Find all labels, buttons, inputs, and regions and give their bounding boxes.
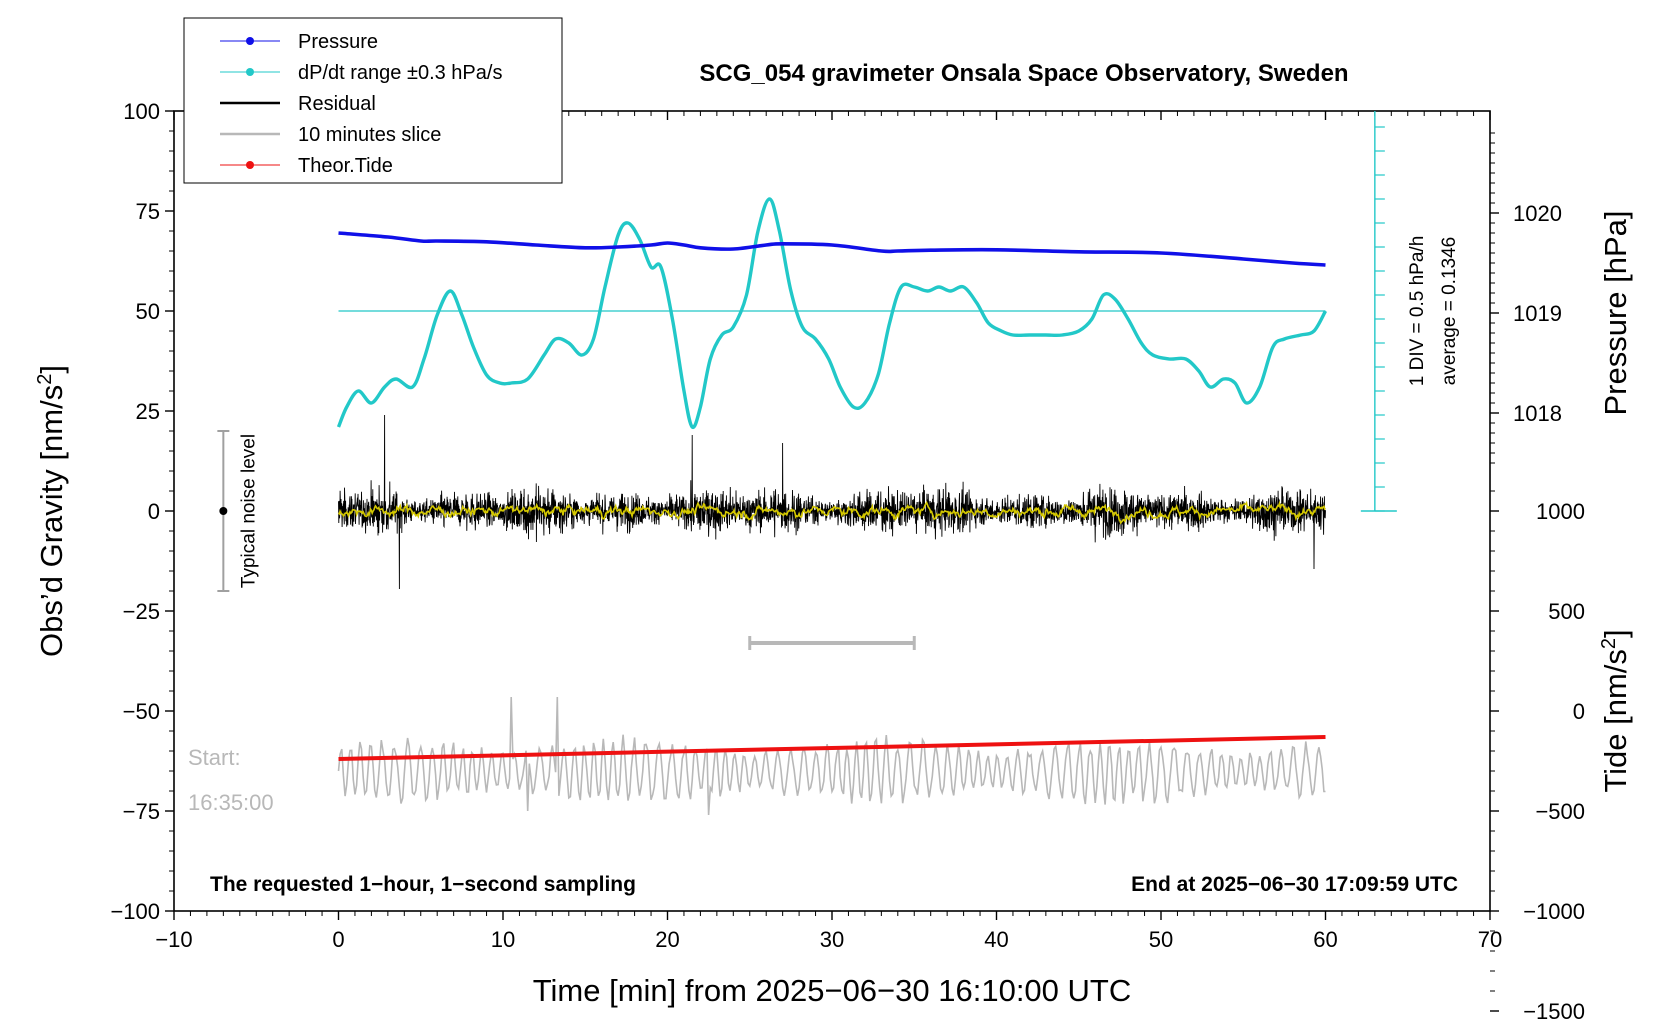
x-tick-label: 20 (655, 927, 679, 952)
legend-box (183, 17, 563, 184)
start-label-line2: 16:35:00 (188, 790, 274, 815)
y-tick-label: −100 (110, 899, 160, 924)
y-tick-label: 75 (136, 199, 160, 224)
tide-tick-label: 500 (1548, 599, 1585, 624)
series-10-minutes-slice (337, 696, 1326, 816)
footer-left-text: The requested 1−hour, 1−second sampling (210, 873, 636, 896)
tide-axis-title: Tide [nm/s2] (1598, 629, 1633, 792)
legend-swatch-marker (246, 37, 254, 45)
tide-tick-label: −1000 (1523, 899, 1585, 924)
y-tick-label: 50 (136, 299, 160, 324)
y-tick-label: −75 (123, 799, 160, 824)
x-tick-label: 40 (984, 927, 1008, 952)
series-theor-tide (338, 735, 1326, 761)
tide-axis-title-end: ] (1598, 629, 1633, 638)
x-tick-label: 60 (1313, 927, 1337, 952)
noise-bar-label: Typical noise level (238, 434, 259, 588)
pressure-tick-label: 1020 (1513, 201, 1562, 226)
x-tick-label: 50 (1149, 927, 1173, 952)
tide-tick-label: 0 (1573, 699, 1585, 724)
x-tick-label: −10 (155, 927, 192, 952)
tide-tick-label: −500 (1535, 799, 1585, 824)
y-tick-label: 25 (136, 399, 160, 424)
y-tick-label: 100 (123, 99, 160, 124)
x-axis-title: Time [min] from 2025−06−30 16:10:00 UTC (533, 973, 1132, 1008)
footer-right-text: End at 2025−06−30 17:09:59 UTC (1131, 873, 1458, 896)
legend-swatch-marker (246, 161, 254, 169)
legend-entry-label: dP/dt range ±0.3 hPa/s (298, 62, 502, 84)
y-tick-label: −50 (123, 699, 160, 724)
legend-entry-label: Pressure (298, 31, 378, 53)
y-axis-title-main: Obs’d Gravity [nm/s (34, 385, 69, 657)
legend-entry-label: 10 minutes slice (298, 124, 441, 146)
pressure-tick-label: 1018 (1513, 401, 1562, 426)
tide-axis-title-sup: 2 (1598, 638, 1620, 649)
chart-title: SCG_054 gravimeter Onsala Space Observat… (699, 60, 1348, 87)
noise-bar-center-dot (219, 507, 228, 515)
x-tick-label: 10 (491, 927, 515, 952)
series-residual (338, 414, 1326, 590)
start-label-line1: Start: (188, 745, 241, 770)
series-layer (336, 197, 1327, 816)
y-axis-title: Obs’d Gravity [nm/s2] (34, 365, 69, 657)
x-tick-label: 0 (332, 927, 344, 952)
series-pressure (338, 231, 1326, 267)
legend-entry-label: Residual (298, 93, 376, 115)
rate-scale-label: 1 DIV = 0.5 hPa/h (1407, 236, 1428, 387)
tide-tick-label: −1500 (1523, 999, 1585, 1020)
axis-ticks: −10 0 10 20 30 40 50 60 70−100−75−50−25025507510… (110, 99, 1585, 1020)
legend: Pressure dP/dt range ±0.3 hPa/s Residual 10… (183, 17, 563, 184)
y-tick-label: 0 (148, 499, 160, 524)
pressure-axis-title: Pressure [hPa] (1598, 210, 1633, 415)
series-smoothed-residual (337, 500, 1326, 525)
y-axis-title-sup: 2 (34, 374, 56, 385)
legend-swatch-marker (246, 68, 254, 76)
legend-entry-label: Theor.Tide (298, 155, 393, 177)
pressure-tick-label: 1019 (1513, 301, 1562, 326)
y-tick-label: −25 (123, 599, 160, 624)
tide-tick-label: 1000 (1536, 499, 1585, 524)
tide-axis-title-main: Tide [nm/s (1598, 649, 1633, 793)
rate-scale-average: average = 0.1346 (1439, 237, 1460, 385)
annotations: 1 DIV = 0.5 hPa/h average = 0.1346 Typical… (217, 111, 1460, 650)
x-tick-label: 30 (820, 927, 844, 952)
series-dpdt (336, 197, 1327, 430)
y-axis-title-end: ] (34, 365, 69, 374)
